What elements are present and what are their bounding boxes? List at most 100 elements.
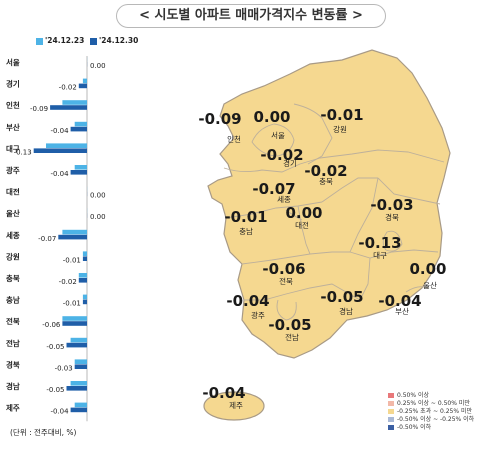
- map-region-name: 인천: [227, 134, 241, 144]
- data-label: -0.06: [42, 321, 61, 329]
- bar-a: [82, 78, 87, 84]
- data-label: -0.05: [46, 343, 64, 351]
- bar-b: [78, 278, 87, 283]
- map-region-value: -0.07: [252, 180, 295, 198]
- legend-series-a: '24.12.23: [36, 36, 84, 45]
- bar-a: [74, 165, 87, 170]
- page-title: < 시도별 아파트 매매가격지수 변동률 >: [116, 4, 386, 28]
- category-label: 전남: [6, 338, 20, 348]
- region-borders: [223, 103, 445, 321]
- bar-a: [74, 359, 87, 364]
- map-region-value: -0.01: [224, 208, 267, 226]
- data-label: -0.02: [59, 278, 77, 286]
- map-legend-item-3: -0.50% 이상 ~ -0.25% 이하: [388, 416, 474, 424]
- map-legend-swatch-1: [388, 401, 394, 406]
- map-region-name: 서울: [271, 131, 285, 140]
- category-label: 충남: [6, 295, 20, 305]
- map-region-name: 충남: [239, 227, 253, 236]
- category-label: 전북: [6, 316, 20, 326]
- map-legend-label-4: -0.50% 이하: [397, 424, 432, 431]
- legend-swatch-a: [36, 37, 43, 45]
- data-label: 0.00: [90, 213, 106, 221]
- bar-b: [70, 126, 87, 132]
- category-label: 울산: [6, 208, 20, 218]
- map-region-value: -0.04: [202, 384, 245, 402]
- map-region-name: 울산: [423, 280, 437, 290]
- data-label: 0.00: [90, 192, 106, 200]
- map-region-name: 제주: [229, 401, 243, 410]
- category-label: 서울: [6, 57, 20, 67]
- map-legend: 0.50% 이상 0.25% 이상 ~ 0.50% 미만 -0.25% 초과 ~…: [388, 392, 474, 432]
- bar-a: [74, 121, 87, 127]
- data-label: -0.01: [63, 300, 81, 308]
- data-label: -0.13: [14, 148, 32, 156]
- map-region-value: -0.04: [378, 292, 421, 310]
- category-label: 대구: [6, 143, 20, 153]
- map-region-value: -0.02: [304, 162, 347, 180]
- map-region-name: 광주: [251, 310, 265, 320]
- map-legend-swatch-4: [388, 425, 394, 430]
- map-mainland: [207, 49, 451, 359]
- map-region-value: -0.02: [260, 146, 303, 164]
- map-legend-swatch-0: [388, 393, 394, 398]
- bar-b: [82, 299, 87, 305]
- category-label: 충북: [6, 273, 20, 283]
- map-region-value: -0.06: [262, 260, 305, 278]
- map-region-name: 세종: [277, 195, 291, 204]
- bar-chart: 서울 0.00 경기 -0.02 인천 -0.09 부산 -0.04 대구-0.13 광주 -0.0…: [6, 56, 106, 422]
- map-region-name: 부산: [395, 306, 409, 316]
- bar-b: [66, 342, 87, 348]
- data-label: -0.03: [55, 364, 73, 372]
- map-region-value: -0.04: [226, 292, 269, 310]
- bar-a: [70, 337, 87, 343]
- map-region-value: -0.05: [268, 316, 311, 334]
- category-label: 인천: [6, 100, 20, 110]
- map-region-name: 충북: [319, 177, 333, 186]
- bar-b: [78, 83, 87, 89]
- bar-b: [66, 386, 87, 391]
- map-region-value: -0.05: [320, 288, 363, 306]
- map-region-value: 0.00: [285, 204, 322, 222]
- map-region-name: 전북: [279, 276, 293, 286]
- legend-label-a: '24.12.23: [45, 36, 85, 45]
- map-region-name: 대전: [295, 220, 309, 230]
- category-label: 대전: [6, 187, 20, 197]
- bar-b: [82, 256, 87, 261]
- map-region-value: -0.13: [358, 234, 401, 252]
- data-label: -0.09: [30, 105, 48, 113]
- bar-a: [46, 143, 87, 148]
- category-label: 세종: [6, 230, 20, 240]
- bar-a: [78, 273, 87, 278]
- category-label: 강원: [6, 251, 20, 261]
- legend-label-b: '24.12.30: [99, 36, 139, 45]
- category-label: 경남: [6, 381, 20, 391]
- bar-a: [62, 100, 87, 105]
- map-legend-label-2: -0.25% 초과 ~ 0.25% 미만: [397, 408, 473, 415]
- bar-b: [70, 170, 87, 175]
- data-label: -0.02: [59, 84, 77, 92]
- category-label: 경북: [6, 359, 20, 369]
- bar-a: [62, 229, 87, 235]
- bar-b: [50, 105, 87, 110]
- data-label: -0.04: [50, 170, 69, 178]
- map-legend-item-1: 0.25% 이상 ~ 0.50% 미만: [388, 400, 474, 408]
- data-label: 0.00: [90, 62, 106, 70]
- map-region-name: 전남: [285, 332, 299, 342]
- map-region-name: 경기: [283, 158, 297, 168]
- map-legend-item-2: -0.25% 초과 ~ 0.25% 미만: [388, 408, 474, 416]
- category-label: 경기: [6, 79, 20, 89]
- data-label: -0.01: [63, 256, 81, 264]
- map-region-name: 경남: [339, 306, 353, 316]
- map-region-name: 대구: [373, 251, 387, 260]
- map-region-value: 0.00: [409, 260, 446, 278]
- bar-b: [70, 407, 87, 413]
- category-label: 제주: [6, 403, 20, 413]
- map-region-value: -0.03: [370, 196, 413, 214]
- bar-b: [62, 321, 87, 326]
- map-legend-label-3: -0.50% 이상 ~ -0.25% 이하: [397, 416, 475, 423]
- bar-a: [74, 402, 87, 408]
- legend-series-b: '24.12.30: [90, 36, 138, 45]
- map-jeju: [203, 391, 265, 421]
